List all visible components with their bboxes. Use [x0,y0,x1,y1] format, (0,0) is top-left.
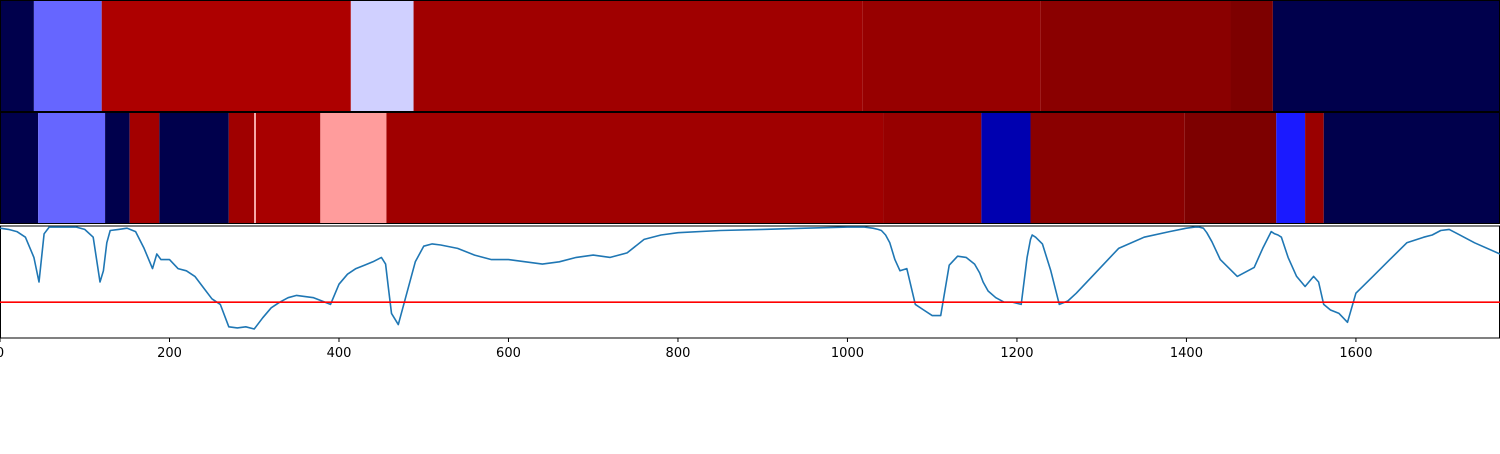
heatmap-segment [413,1,863,112]
heatmap-segment [101,1,351,112]
heatmap-segment [1272,1,1500,112]
heatmap-segment [1184,113,1277,224]
heatmap-segment [105,113,130,224]
x-tick-label: 800 [666,346,691,361]
line-panel-frame [0,225,1500,339]
heatmap-track-1 [0,0,1500,112]
line-panel [0,225,1500,339]
heatmap-segment [1323,113,1500,224]
heatmap-tracks [0,0,1500,224]
heatmap-segment [862,1,1041,112]
x-tick-label: 1000 [831,346,864,361]
x-tick-label: 400 [327,346,352,361]
heatmap-segment [1305,113,1324,224]
series-line [0,226,1500,330]
x-tick-label: 600 [496,346,521,361]
x-tick-label: 200 [157,346,182,361]
heatmap-segment [0,1,34,112]
heatmap-segment [0,113,39,224]
x-tick-label: 0 [0,346,4,361]
heatmap-segment [1276,113,1306,224]
heatmap-segment [386,113,884,224]
x-axis: 0 200 400 600 800 1000 1200 1400 1600 [0,338,1372,361]
heatmap-segment [1030,113,1185,224]
heatmap-segment [129,113,160,224]
heatmap-segment [38,113,106,224]
x-tick-label: 1600 [1339,346,1372,361]
heatmap-segment [159,113,229,224]
heatmap-segment [228,113,255,224]
heatmap-segment [350,1,414,112]
heatmap-segment [1040,1,1231,112]
heatmap-segment [254,113,256,224]
heatmap-segment [981,113,1031,224]
x-tick-label: 1200 [1000,346,1033,361]
heatmap-segment [1230,1,1273,112]
heatmap-segment [883,113,982,224]
heatmap-track-2 [0,112,1500,224]
heatmap-segment [255,113,321,224]
heatmap-segment [320,113,387,224]
x-tick-label: 1400 [1170,346,1203,361]
heatmap-segment [33,1,102,112]
